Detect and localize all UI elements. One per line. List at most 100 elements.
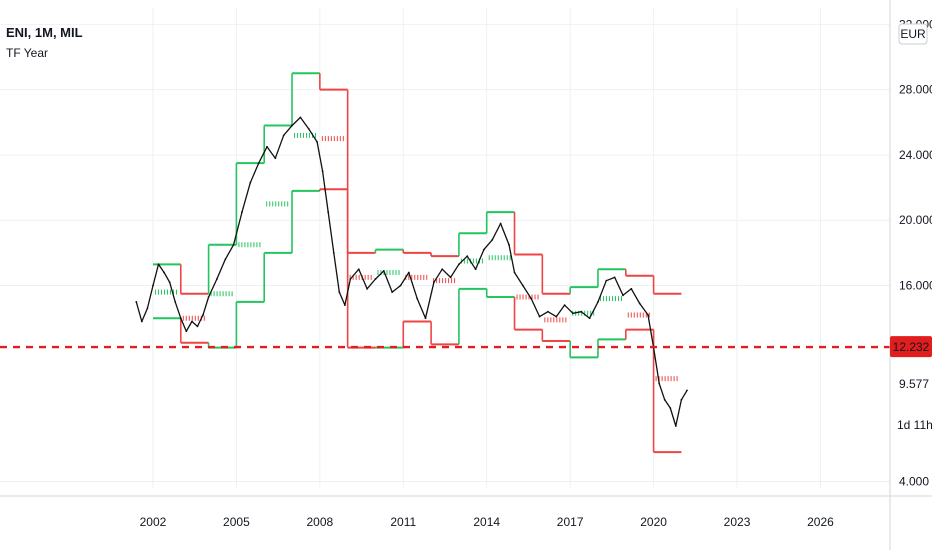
price-point <box>391 291 394 293</box>
price-point <box>168 281 171 284</box>
price-point <box>202 314 204 316</box>
price-point <box>174 300 177 303</box>
y-tick-label: 16.000 <box>899 279 932 293</box>
price-point <box>658 382 661 385</box>
price-point <box>232 243 235 246</box>
price-point <box>424 317 427 320</box>
price-point <box>513 271 516 274</box>
price-point <box>241 211 243 213</box>
price-point <box>338 291 341 293</box>
price-point <box>146 307 149 310</box>
price-point <box>458 263 460 266</box>
price-point <box>274 157 277 160</box>
price-point <box>547 310 549 313</box>
grid <box>0 8 890 488</box>
price-point <box>157 263 160 266</box>
price-point <box>185 330 188 333</box>
bar-countdown-label: 1d 11h <box>897 418 932 432</box>
price-point <box>291 124 293 127</box>
price-line <box>135 116 688 427</box>
price-point <box>307 127 310 130</box>
current-price-label: 12.232 <box>893 340 930 354</box>
price-point <box>538 315 541 318</box>
price-point <box>357 268 360 271</box>
y-tick-label: 4.000 <box>899 474 929 488</box>
price-point <box>266 145 268 148</box>
current-price-badge <box>890 336 932 358</box>
price-point <box>508 243 510 246</box>
price-point <box>407 271 410 274</box>
price-point <box>483 248 485 251</box>
price-point <box>580 310 583 313</box>
y-tick-label: 28.000 <box>899 83 932 97</box>
price-point <box>332 251 335 254</box>
price-point <box>191 320 193 323</box>
price-point <box>605 279 608 282</box>
x-tick-label: 2020 <box>640 515 667 529</box>
price-point <box>399 284 402 287</box>
price-point <box>669 407 672 409</box>
price-point <box>597 300 599 303</box>
x-tick-label: 2011 <box>390 515 416 529</box>
price-point <box>321 170 324 173</box>
price-point <box>563 304 566 307</box>
price-point <box>663 398 666 401</box>
x-tick-label: 2014 <box>473 515 500 529</box>
price-point <box>521 284 524 287</box>
price-point <box>207 296 210 298</box>
price-point <box>257 162 260 165</box>
price-point <box>282 134 285 137</box>
price-point <box>299 116 302 119</box>
x-tick-label: 2023 <box>724 515 751 529</box>
price-point <box>680 398 683 401</box>
currency-label: EUR <box>900 27 926 41</box>
price-point <box>466 255 469 258</box>
price-point <box>196 325 199 328</box>
price-point <box>249 181 252 184</box>
price-point <box>491 238 494 241</box>
price-point <box>349 278 352 280</box>
series-layer <box>135 72 688 454</box>
price-point <box>449 276 452 279</box>
last-price-label: 9.577 <box>899 377 929 391</box>
price-point <box>179 317 182 320</box>
price-point <box>316 140 318 143</box>
price-point <box>343 304 346 307</box>
price-point <box>382 269 385 272</box>
price-point <box>499 222 502 225</box>
x-tick-label: 2005 <box>223 515 250 529</box>
y-tick-label: 24.000 <box>899 148 932 162</box>
price-point <box>572 312 574 315</box>
price-point <box>163 271 165 274</box>
price-point <box>152 284 154 287</box>
price-point <box>135 300 138 303</box>
x-tick-label: 2017 <box>557 515 584 529</box>
price-point <box>530 297 533 300</box>
indicator-name: TF Year <box>6 46 48 60</box>
price-point <box>630 287 633 290</box>
price-point <box>588 317 591 320</box>
price-point <box>674 425 677 427</box>
price-point <box>622 294 624 297</box>
price-point <box>638 302 641 305</box>
price-point <box>327 211 330 213</box>
price-point <box>224 258 227 261</box>
price-point <box>140 320 143 323</box>
price-point <box>366 287 369 290</box>
price-point <box>374 278 377 280</box>
currency-button[interactable] <box>898 23 928 45</box>
x-tick-label: 2026 <box>807 515 834 529</box>
chart-title: ENI, 1M, MIL <box>6 25 83 40</box>
price-point <box>432 281 435 284</box>
y-tick-label: 20.000 <box>899 213 932 227</box>
price-point <box>474 268 477 271</box>
price-point <box>416 297 419 300</box>
price-point <box>613 276 616 279</box>
price-point <box>441 268 444 271</box>
price-point <box>686 389 688 392</box>
price-point <box>647 314 649 316</box>
x-tick-label: 2002 <box>140 515 167 529</box>
